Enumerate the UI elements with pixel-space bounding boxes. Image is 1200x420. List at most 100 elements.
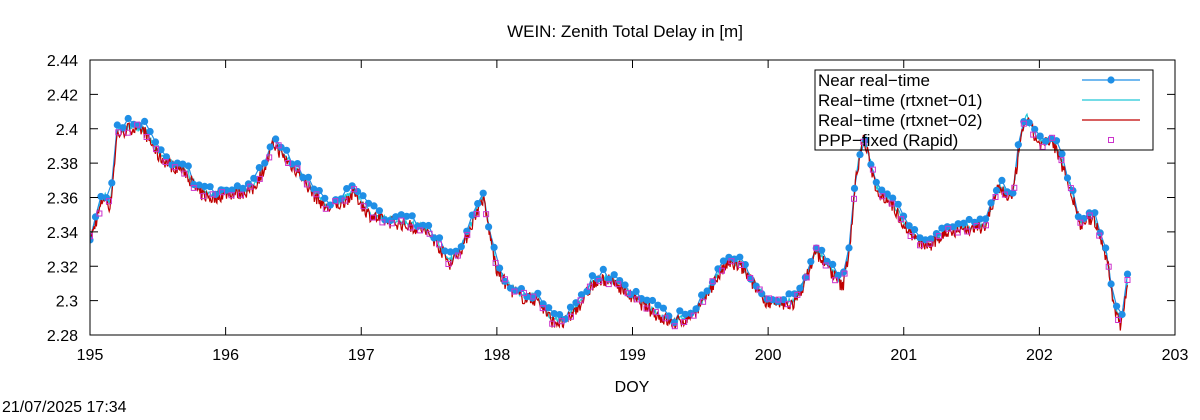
ppp-point-64 bbox=[690, 312, 697, 319]
ppp-point-52 bbox=[577, 297, 584, 304]
ppp-point-16 bbox=[237, 191, 244, 198]
near-real-time-point-65 bbox=[441, 247, 449, 255]
near-real-time-point-132 bbox=[807, 258, 815, 266]
ppp-point-85 bbox=[888, 200, 895, 207]
x-tick-label-1: 196 bbox=[212, 347, 239, 364]
near-real-time-point-150 bbox=[905, 222, 913, 230]
ppp-point-95 bbox=[983, 222, 989, 229]
near-real-time-point-186 bbox=[1102, 244, 1110, 252]
near-real-time-point-147 bbox=[889, 194, 897, 202]
ppp-point-87 bbox=[907, 233, 914, 239]
ppp-point-102 bbox=[1049, 134, 1056, 141]
ppp-point-55 bbox=[605, 281, 612, 288]
near-real-time-point-70 bbox=[468, 211, 476, 219]
x-tick-label-7: 202 bbox=[1026, 347, 1053, 364]
x-tick-label-0: 195 bbox=[77, 347, 104, 364]
near-real-time-point-52 bbox=[370, 202, 378, 210]
near-real-time-point-139 bbox=[845, 244, 853, 252]
ppp-point-69 bbox=[737, 262, 744, 268]
near-real-time-point-47 bbox=[343, 185, 351, 193]
ppp-point-34 bbox=[407, 224, 414, 231]
near-real-time-point-22 bbox=[206, 183, 214, 191]
legend-label-3: PPP−fixed (Rapid) bbox=[818, 131, 958, 150]
near-real-time-point-88 bbox=[566, 303, 575, 311]
legend-label-0: Near real−time bbox=[818, 71, 930, 90]
near-real-time-point-14 bbox=[162, 153, 170, 161]
ppp-point-20 bbox=[275, 142, 282, 149]
y-tick-label-4: 2.36 bbox=[47, 191, 78, 208]
ppp-point-83 bbox=[869, 166, 876, 173]
near-real-time-point-122 bbox=[752, 282, 760, 290]
near-real-time-point-10 bbox=[141, 117, 149, 125]
ppp-point-78 bbox=[822, 262, 829, 269]
ppp-point-84 bbox=[879, 193, 886, 200]
near-real-time-point-113 bbox=[703, 287, 711, 295]
ppp-point-89 bbox=[926, 240, 933, 247]
near-real-time-point-140 bbox=[850, 184, 859, 192]
ppp-point-28 bbox=[351, 186, 358, 193]
near-real-time-point-98 bbox=[621, 281, 629, 289]
near-real-time-point-116 bbox=[719, 257, 728, 265]
plot-area bbox=[90, 112, 1132, 331]
near-real-time-point-20 bbox=[195, 181, 203, 189]
y-tick-label-0: 2.28 bbox=[47, 328, 78, 345]
near-real-time-point-33 bbox=[266, 143, 274, 151]
near-real-time-point-11 bbox=[146, 127, 154, 136]
near-real-time-point-46 bbox=[337, 195, 345, 203]
series-line-rtxnet-02 bbox=[90, 117, 1129, 331]
chart-title: WEIN: Zenith Total Delay in [m] bbox=[507, 22, 743, 41]
ppp-point-56 bbox=[615, 281, 622, 288]
near-real-time-point-100 bbox=[632, 287, 640, 296]
near-real-time-point-36 bbox=[283, 146, 291, 154]
near-real-time-point-43 bbox=[321, 194, 329, 202]
near-real-time-point-169 bbox=[1009, 189, 1017, 197]
ppp-point-8 bbox=[162, 159, 169, 165]
y-tick-label-8: 2.44 bbox=[47, 53, 78, 70]
near-real-time-point-104 bbox=[654, 301, 662, 309]
ppp-point-74 bbox=[785, 301, 791, 308]
ppp-point-35 bbox=[417, 227, 424, 234]
ppp-point-19 bbox=[266, 154, 273, 161]
near-real-time-point-103 bbox=[648, 296, 657, 305]
ppp-point-42 bbox=[483, 211, 490, 218]
near-real-time-point-61 bbox=[419, 221, 427, 229]
near-real-time-point-174 bbox=[1036, 132, 1044, 140]
ppp-point-25 bbox=[322, 205, 329, 212]
ppp-point-105 bbox=[1077, 219, 1084, 226]
near-real-time-point-86 bbox=[556, 311, 564, 319]
ppp-point-12 bbox=[200, 193, 207, 200]
ppp-point-100 bbox=[1030, 131, 1037, 138]
near-real-time-point-134 bbox=[818, 246, 826, 254]
legend-box bbox=[814, 69, 1154, 151]
ppp-point-48 bbox=[539, 305, 546, 312]
near-real-time-point-95 bbox=[605, 275, 613, 283]
near-real-time-point-115 bbox=[714, 265, 722, 273]
ppp-point-58 bbox=[634, 296, 641, 303]
ppp-point-40 bbox=[464, 231, 471, 238]
near-real-time-point-167 bbox=[998, 176, 1006, 184]
near-real-time-point-161 bbox=[965, 215, 973, 224]
ppp-point-33 bbox=[398, 217, 405, 224]
ppp-point-4 bbox=[124, 129, 131, 136]
x-tick-label-6: 201 bbox=[890, 347, 917, 364]
near-real-time-point-3 bbox=[102, 194, 110, 202]
ppp-point-90 bbox=[935, 233, 942, 240]
ppp-point-13 bbox=[209, 191, 216, 198]
near-real-time-point-175 bbox=[1042, 137, 1050, 145]
x-tick-label-2: 197 bbox=[348, 347, 375, 364]
ppp-point-15 bbox=[228, 192, 235, 199]
near-real-time-point-184 bbox=[1091, 209, 1099, 217]
ppp-point-88 bbox=[917, 242, 923, 249]
near-real-time-point-38 bbox=[293, 160, 302, 168]
y-tick-label-7: 2.42 bbox=[47, 87, 78, 104]
y-tick-label-1: 2.3 bbox=[56, 294, 78, 311]
ppp-point-24 bbox=[313, 191, 320, 198]
near-real-time-point-182 bbox=[1080, 214, 1088, 223]
ppp-point-51 bbox=[568, 313, 574, 320]
near-real-time-point-84 bbox=[545, 304, 553, 312]
ppp-point-108 bbox=[1105, 263, 1112, 270]
near-real-time-point-111 bbox=[692, 305, 700, 313]
near-real-time-point-2 bbox=[97, 192, 105, 201]
near-real-time-point-172 bbox=[1025, 119, 1033, 127]
